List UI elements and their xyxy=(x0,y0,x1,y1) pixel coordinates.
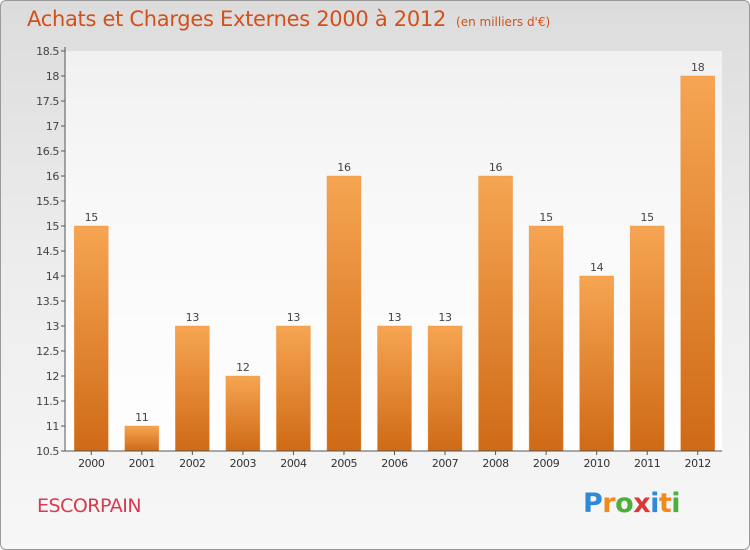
bar-2012 xyxy=(680,76,715,451)
y-tick-label: 17.5 xyxy=(36,95,59,108)
x-tick-label: 2007 xyxy=(432,457,459,470)
y-tick-label: 14.5 xyxy=(36,245,59,258)
y-tick-label: 10.5 xyxy=(36,445,59,458)
proxiti-logo: Proxiti xyxy=(583,488,681,519)
logo-letter: o xyxy=(615,488,634,519)
x-tick-label: 2001 xyxy=(129,457,155,470)
y-tick-label: 12 xyxy=(46,370,59,383)
y-tick-label: 12.5 xyxy=(36,345,59,358)
y-tick-label: 11 xyxy=(46,420,59,433)
y-tick-label: 13 xyxy=(46,320,60,333)
y-tick-label: 15.5 xyxy=(36,195,59,208)
logo-letter: r xyxy=(602,488,616,519)
bar-2004 xyxy=(276,326,311,451)
y-tick-label: 17 xyxy=(46,120,60,133)
y-tick-label: 18.5 xyxy=(36,45,59,58)
x-tick-label: 2006 xyxy=(381,457,408,470)
x-tick-label: 2009 xyxy=(533,457,560,470)
y-tick-label: 14 xyxy=(46,270,60,283)
logo-letter: P xyxy=(583,488,603,519)
bar-2007 xyxy=(428,326,463,451)
y-tick-label: 16 xyxy=(46,170,60,183)
y-tick-label: 15 xyxy=(46,220,60,233)
x-tick-label: 2008 xyxy=(482,457,509,470)
x-tick-label: 2012 xyxy=(685,457,711,470)
data-label: 12 xyxy=(236,361,249,374)
bar-2009 xyxy=(529,226,564,451)
data-label: 18 xyxy=(691,61,705,74)
bar-2006 xyxy=(377,326,412,451)
y-tick-label: 18 xyxy=(46,70,60,83)
logo-letter: t xyxy=(658,488,672,519)
data-label: 15 xyxy=(539,211,553,224)
x-tick-label: 2010 xyxy=(583,457,610,470)
chart-unit-note: (en milliers d'€) xyxy=(456,15,551,29)
title-line: Achats et Charges Externes 2000 à 2012 (e… xyxy=(27,7,550,31)
bar-2005 xyxy=(326,176,361,451)
data-label: 11 xyxy=(135,411,148,424)
data-label: 14 xyxy=(590,261,604,274)
data-label: 16 xyxy=(489,161,503,174)
x-tick-label: 2011 xyxy=(634,457,660,470)
x-tick-label: 2002 xyxy=(179,457,205,470)
x-tick-label: 2005 xyxy=(331,457,358,470)
commune-name: ESCORPAIN xyxy=(37,495,142,517)
x-tick-label: 2003 xyxy=(230,457,257,470)
x-tick-label: 2000 xyxy=(78,457,105,470)
data-label: 13 xyxy=(186,311,200,324)
y-tick-label: 11.5 xyxy=(36,395,59,408)
bar-2010 xyxy=(579,276,614,451)
y-tick-label: 16.5 xyxy=(36,145,59,158)
data-label: 13 xyxy=(287,311,301,324)
bars xyxy=(73,75,716,452)
logo-letter: x xyxy=(633,488,651,519)
data-label: 15 xyxy=(640,211,654,224)
bar-2002 xyxy=(175,326,210,451)
bar-2001 xyxy=(124,426,159,451)
x-tick-label: 2004 xyxy=(280,457,307,470)
bar-2003 xyxy=(225,376,260,451)
y-tick-label: 13.5 xyxy=(36,295,59,308)
bar-2008 xyxy=(478,176,513,451)
data-label: 16 xyxy=(337,161,351,174)
bar-2000 xyxy=(74,226,109,451)
x-axis: 2000 2001 2002 2003 2004 2005 2006 2007 2008 2009… xyxy=(65,450,722,470)
y-axis: 10.5 11 11.5 12 12.5 13 13.5 14 14.5 15 15.5 16 16.5… xyxy=(36,45,66,458)
data-label: 13 xyxy=(388,311,402,324)
bar-2011 xyxy=(630,226,665,451)
logo-letter: i xyxy=(671,488,681,519)
data-labels: 15 11 13 12 13 16 13 13 16 15 14 15 18 xyxy=(85,61,705,424)
data-label: 15 xyxy=(85,211,99,224)
chart-title: Achats et Charges Externes 2000 à 2012 xyxy=(27,7,447,31)
logo-letter: i xyxy=(650,488,659,519)
data-label: 13 xyxy=(438,311,452,324)
